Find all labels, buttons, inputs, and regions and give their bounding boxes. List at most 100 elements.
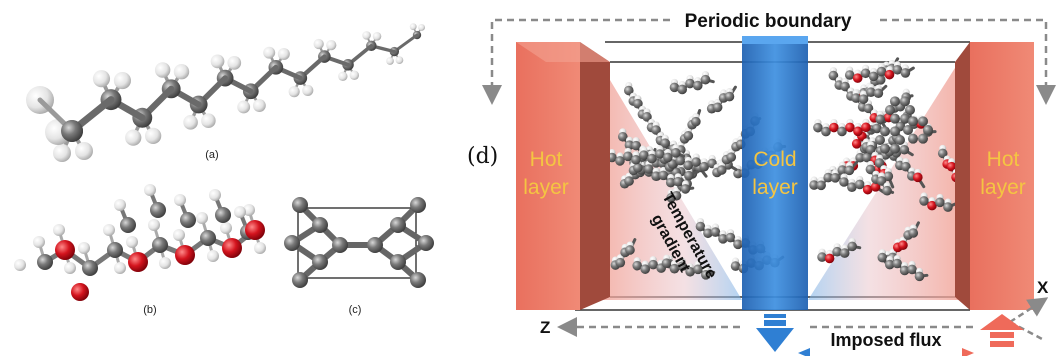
carbon-atom [152, 237, 168, 253]
carbon-atom [120, 217, 136, 233]
carbon-atom [839, 248, 850, 258]
hot-source-arrow [980, 314, 1024, 347]
carbon-atom [683, 160, 694, 171]
carbon-atom [633, 162, 643, 173]
carbon-atom [617, 131, 628, 142]
carbon-atom [918, 116, 928, 127]
carbon-atom [908, 133, 918, 144]
oxygen-atom [862, 184, 873, 195]
carbon-atom [699, 161, 709, 172]
hydrogen-atom [144, 127, 162, 144]
hydrogen-atom [64, 262, 76, 274]
periodic-boundary-label: Periodic boundary [685, 11, 852, 32]
panel-b-label: (b) [143, 304, 156, 316]
carbon-atom [651, 171, 661, 181]
carbon-atom [882, 185, 892, 196]
carbon-atom [107, 242, 123, 258]
carbon-atom [900, 68, 911, 78]
carbon-atom [837, 165, 848, 175]
carbon-atom [215, 207, 231, 223]
carbon-atom [410, 272, 426, 288]
carbon-atom [631, 154, 641, 165]
carbon-atom [180, 212, 196, 228]
panel-a-label: (a) [205, 149, 218, 161]
hot-layer-right-line1: Hot [987, 148, 1020, 171]
hydrogen-atom [210, 54, 225, 69]
x-axis-label: X [1037, 278, 1049, 297]
carbon-atom [905, 105, 915, 115]
carbon-atom [883, 171, 894, 182]
hydrogen-atom [209, 189, 221, 201]
carbon-atom [908, 116, 918, 127]
panel-b-polymer-molecule: (b) [14, 184, 266, 316]
oxygen-atom [898, 240, 908, 251]
hydrogen-atom [92, 70, 111, 88]
carbon-atom [890, 143, 900, 154]
hydrogen-atom [263, 46, 276, 59]
z-axis-label: Z [540, 318, 550, 337]
carbon-atom [631, 140, 641, 151]
carbon-atom [914, 271, 925, 282]
carbon-atom [677, 84, 688, 95]
carbon-atom [935, 197, 945, 208]
oxygen-atom [851, 138, 862, 149]
carbon-atom [692, 80, 703, 91]
carbon-atom [885, 105, 895, 115]
carbon-atom [663, 152, 673, 163]
carbon-atom [865, 164, 876, 175]
carbon-atom [923, 125, 933, 135]
carbon-atom [691, 157, 702, 167]
oxygen-atom [845, 122, 855, 133]
imposed-flux-arrow [798, 348, 974, 356]
panel-d-label: (d) [467, 144, 498, 169]
carbon-atom [680, 184, 691, 194]
carbon-atom [648, 259, 658, 270]
carbon-atom [669, 263, 680, 274]
carbon-atom [899, 144, 910, 155]
carbon-atom [874, 158, 885, 168]
carbon-atom [900, 113, 910, 124]
carbon-atom [655, 149, 665, 159]
carbon-atom [895, 135, 905, 145]
carbon-atom [847, 182, 857, 193]
carbon-atom [817, 252, 827, 262]
carbon-atom [943, 202, 953, 212]
hydrogen-atom [243, 204, 255, 216]
carbon-atom [844, 70, 855, 80]
carbon-atom [639, 150, 649, 160]
carbon-atom [908, 228, 919, 238]
carbon-atom [844, 165, 855, 176]
hydrogen-atom [277, 48, 290, 61]
carbon-atom [880, 126, 890, 137]
carbon-atom [642, 112, 652, 122]
carbon-atom [907, 264, 917, 275]
carbon-atom [200, 230, 216, 246]
carbon-atom [710, 227, 721, 237]
oxygen-atom [884, 69, 895, 80]
hydrogen-atom [338, 71, 348, 82]
carbon-atom [890, 96, 900, 107]
carbon-atom [284, 235, 300, 251]
carbon-atom [625, 245, 635, 255]
carbon-atom [82, 260, 98, 276]
oxygen-atom [222, 238, 242, 258]
hydrogen-atom [201, 113, 216, 128]
oxygen-atom [946, 161, 957, 172]
oxygen-atom [55, 240, 75, 260]
carbon-atom [890, 113, 900, 124]
hydrogen-atom [173, 64, 190, 80]
carbon-atom [809, 180, 819, 190]
hydrogen-atom [418, 24, 425, 31]
carbon-atom [675, 155, 686, 166]
carbon-atom [332, 237, 348, 253]
carbon-atom [61, 120, 83, 142]
oxygen-atom [245, 220, 265, 240]
carbon-atom [367, 237, 383, 253]
carbon-atom [716, 165, 727, 175]
carbon-atom [918, 133, 928, 144]
carbon-atom [661, 258, 672, 268]
oxygen-atom [927, 200, 937, 211]
carbon-atom [876, 176, 887, 186]
